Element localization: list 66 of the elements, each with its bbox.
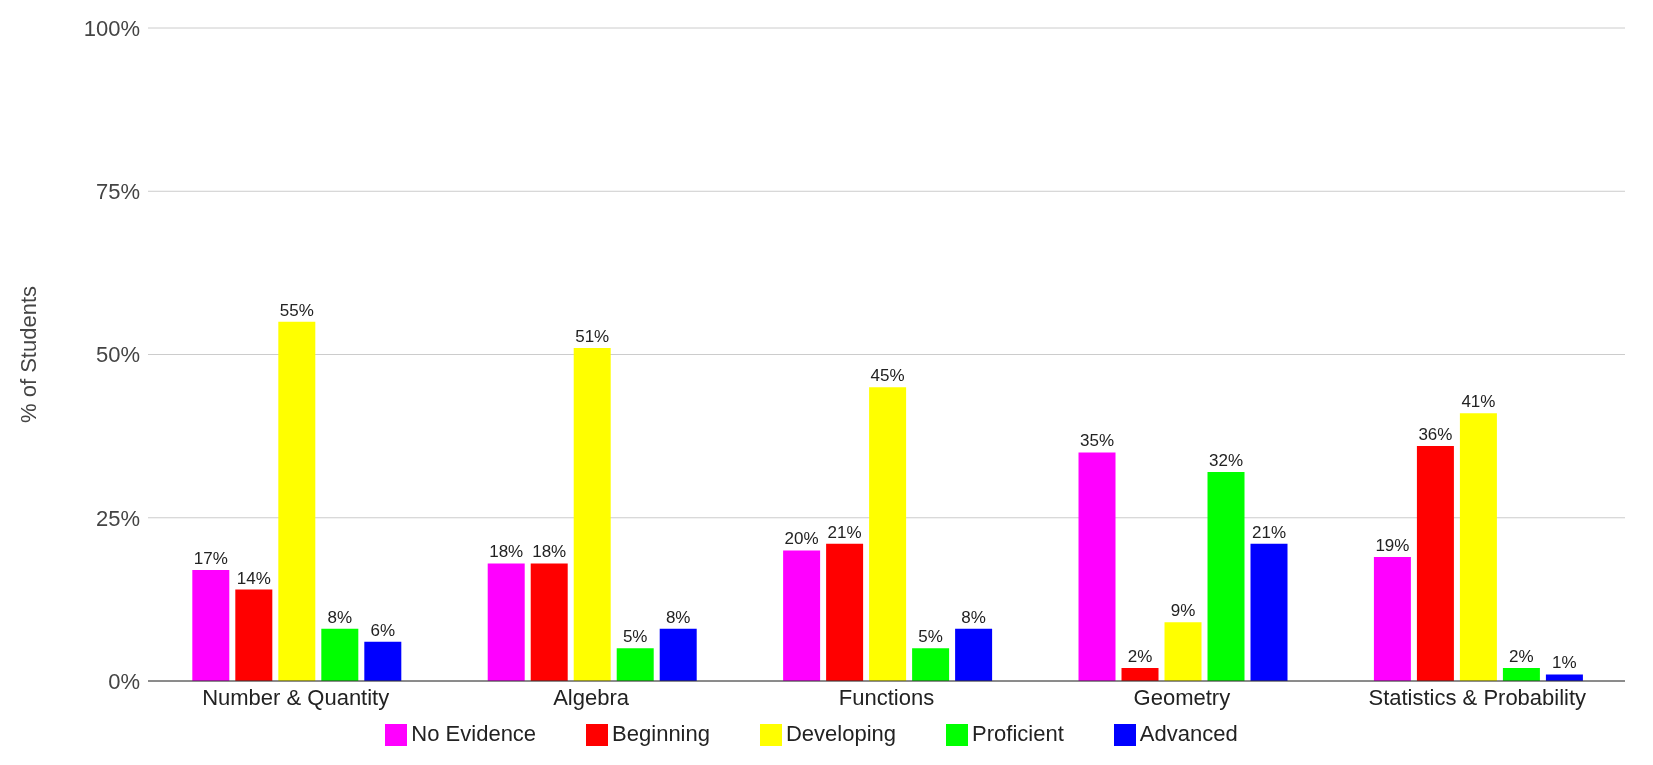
- bar: [783, 550, 821, 681]
- bar: [616, 648, 654, 681]
- data-label: 5%: [622, 627, 648, 647]
- bar: [1502, 667, 1540, 681]
- x-tick-label: Geometry: [1133, 684, 1231, 710]
- bar: [1121, 667, 1159, 681]
- data-label: 36%: [1418, 424, 1453, 444]
- x-tick-label: Functions: [838, 684, 935, 710]
- data-label: 18%: [489, 542, 524, 562]
- data-label: 21%: [827, 522, 862, 542]
- data-label: 32%: [1208, 451, 1244, 471]
- bar: [1207, 472, 1245, 681]
- y-tick-label: 0%: [108, 668, 140, 694]
- bar: [826, 543, 864, 681]
- y-tick-label: 75%: [95, 179, 140, 205]
- bar: [573, 347, 611, 681]
- data-label: 41%: [1461, 392, 1496, 412]
- bar: [278, 321, 316, 681]
- x-tick-label: Statistics & Probability: [1368, 684, 1587, 710]
- data-label: 35%: [1079, 431, 1115, 451]
- legend-label: Developing: [785, 721, 897, 746]
- bar: [1164, 622, 1202, 681]
- bar: [530, 563, 568, 681]
- legend-label: Beginning: [612, 721, 710, 746]
- bar: [869, 387, 907, 681]
- legend-label: Advanced: [1139, 721, 1238, 746]
- data-label: 19%: [1375, 535, 1410, 555]
- data-label: 2%: [1509, 646, 1534, 666]
- y-tick-label: 50%: [95, 342, 140, 368]
- data-label: 17%: [193, 548, 228, 568]
- y-tick-label: 25%: [95, 505, 140, 531]
- data-label: 51%: [575, 326, 610, 346]
- bar: [1459, 413, 1497, 681]
- legend-label: No Evidence: [411, 721, 537, 746]
- x-tick-label: Algebra: [553, 684, 630, 710]
- bar: [1078, 452, 1116, 681]
- bar: [1250, 543, 1288, 681]
- y-tick-label: 100%: [83, 15, 140, 41]
- legend-label: Proficient: [972, 721, 1064, 746]
- data-label: 6%: [370, 620, 396, 640]
- data-label: 18%: [532, 542, 567, 562]
- data-label: 55%: [279, 300, 314, 320]
- data-label: 1%: [1552, 653, 1577, 673]
- bar: [1373, 556, 1411, 681]
- bar: [1416, 445, 1454, 681]
- x-tick-label: Number & Quantity: [202, 684, 390, 710]
- data-label: 21%: [1251, 522, 1287, 542]
- bar: [487, 563, 525, 681]
- bar: [955, 628, 993, 681]
- bar: [364, 641, 402, 681]
- data-label: 8%: [665, 607, 691, 627]
- data-label: 8%: [961, 607, 986, 627]
- bar: [659, 628, 697, 681]
- bar: [1545, 674, 1583, 681]
- data-label: 5%: [918, 627, 943, 647]
- data-label: 9%: [1170, 601, 1196, 621]
- bar: [192, 569, 230, 681]
- bar: [912, 648, 950, 681]
- bar: [321, 628, 359, 681]
- y-axis-title: % of Students: [15, 286, 41, 423]
- bar: [235, 589, 273, 681]
- data-label: 2%: [1127, 646, 1153, 666]
- data-label: 20%: [784, 529, 819, 549]
- data-label: 14%: [236, 568, 271, 588]
- data-label: 45%: [870, 366, 905, 386]
- data-label: 8%: [327, 607, 353, 627]
